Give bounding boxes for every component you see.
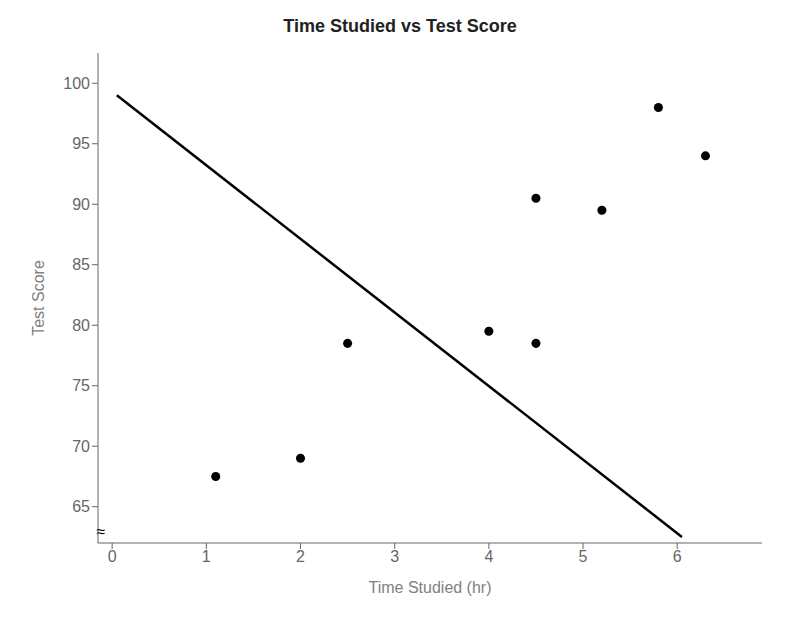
svg-text:2: 2	[296, 548, 305, 565]
svg-text:75: 75	[72, 377, 90, 394]
svg-text:6: 6	[673, 548, 682, 565]
svg-text:100: 100	[63, 75, 90, 92]
svg-text:1: 1	[202, 548, 211, 565]
svg-text:90: 90	[72, 196, 90, 213]
svg-text:Test Score: Test Score	[30, 260, 47, 336]
svg-text:4: 4	[484, 548, 493, 565]
svg-text:5: 5	[579, 548, 588, 565]
svg-text:70: 70	[72, 438, 90, 455]
svg-text:85: 85	[72, 256, 90, 273]
svg-text:≈: ≈	[96, 523, 105, 540]
svg-text:Time Studied (hr): Time Studied (hr)	[369, 579, 492, 596]
svg-text:95: 95	[72, 135, 90, 152]
html-text:Time Studied vs Test Score: Time Studied vs Test Score	[283, 16, 517, 36]
svg-text:0: 0	[108, 548, 117, 565]
svg-text:65: 65	[72, 498, 90, 515]
svg-text:80: 80	[72, 317, 90, 334]
svg-text:3: 3	[390, 548, 399, 565]
